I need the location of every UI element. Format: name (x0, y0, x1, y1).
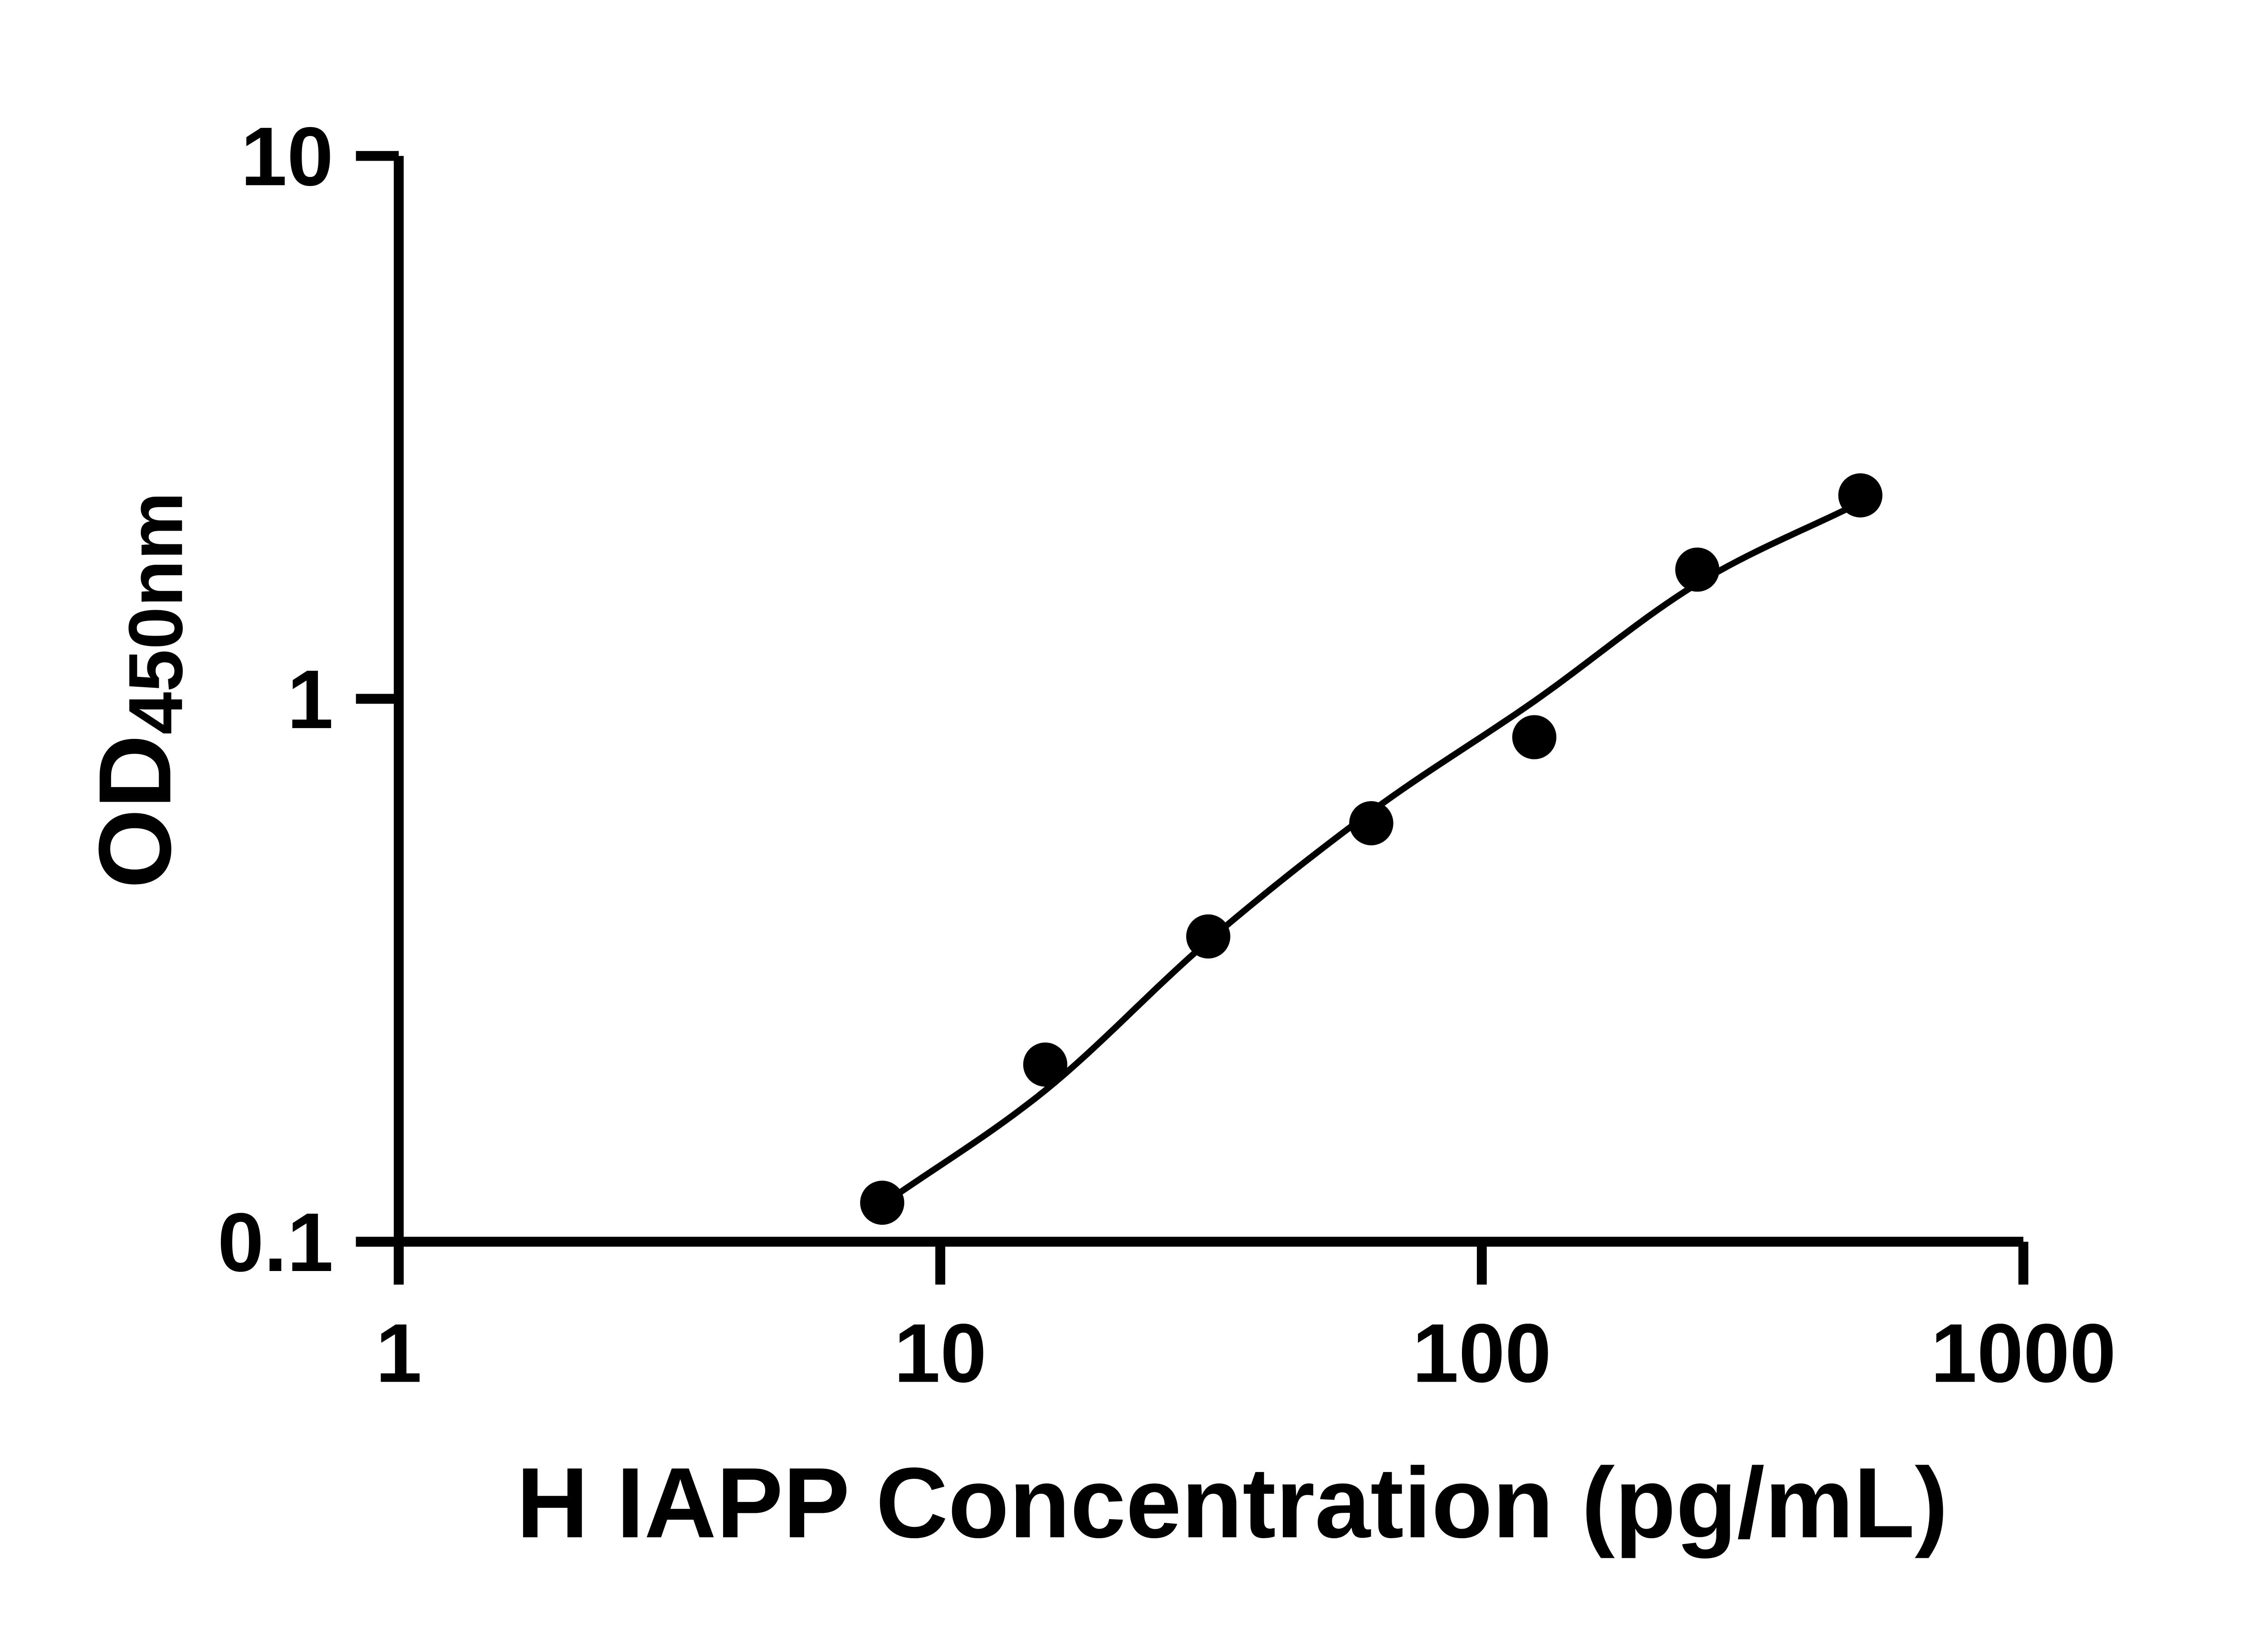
elisa-standard-curve-figure: 10 1 0.1 1 10 100 1000 H IAPP Concentration (pg… (0, 5, 2268, 1628)
data-point (1675, 548, 1720, 592)
data-point (1838, 473, 1882, 518)
data-point (1186, 914, 1231, 959)
data-point (1023, 1042, 1068, 1087)
y-axis-title-main: OD (77, 735, 192, 889)
fit-curve (879, 499, 1864, 1208)
x-tick-label: 100 (1413, 1307, 1552, 1400)
y-tick-label: 1 (287, 653, 333, 746)
data-point (1349, 801, 1393, 846)
data-point (860, 1180, 904, 1225)
x-tick-label: 1000 (1931, 1307, 2116, 1400)
x-tick-label: 1 (376, 1307, 422, 1400)
x-axis-title: H IAPP Concentration (pg/mL) (516, 1447, 1948, 1559)
chart-svg: 10 1 0.1 1 10 100 1000 H IAPP Concentration (pg… (0, 5, 2268, 1628)
y-axis-title-subscript: 450nm (112, 492, 198, 735)
y-tick-label: 10 (241, 110, 333, 203)
data-point (1512, 715, 1557, 759)
y-axis-title: OD450nm (77, 492, 198, 889)
x-tick-label: 10 (894, 1307, 987, 1400)
y-tick-label: 0.1 (218, 1196, 333, 1289)
